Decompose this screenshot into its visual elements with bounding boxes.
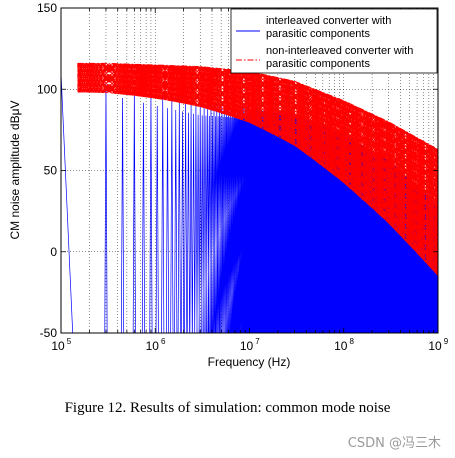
y-tick-label: 150 xyxy=(37,1,57,15)
legend-label-non-interleaved-line2: parasitic components xyxy=(266,58,370,70)
legend-box xyxy=(230,8,438,74)
y-tick-label: -50 xyxy=(40,326,58,340)
legend-label-interleaved-line1: interleaved converter with xyxy=(266,15,391,27)
legend-label-interleaved-line2: parasitic components xyxy=(266,28,370,40)
y-axis-label: CM noise amplitude dBμV xyxy=(8,101,22,240)
x-tick-label-exponent: 8 xyxy=(350,337,355,346)
x-tick-label-exponent: 5 xyxy=(67,337,72,346)
x-tick-label-exponent: 6 xyxy=(161,337,166,346)
series-layer xyxy=(61,62,438,333)
legend-label-non-interleaved-line1: non-interleaved converter with xyxy=(266,45,413,57)
y-tick-label: 0 xyxy=(50,245,57,259)
series-non-interleaved-envelope xyxy=(77,62,438,150)
x-tick-label: 10 xyxy=(146,339,160,353)
y-tick-label: 100 xyxy=(37,82,57,96)
legend: interleaved converter with parasitic com… xyxy=(230,8,438,74)
y-tick-label: 50 xyxy=(44,164,58,178)
figure-caption: Figure 12. Results of simulation: common… xyxy=(64,400,391,416)
x-tick-label: 10 xyxy=(428,339,442,353)
x-tick-label: 10 xyxy=(51,339,65,353)
x-tick-label-exponent: 9 xyxy=(444,337,449,346)
x-tick-label: 10 xyxy=(240,339,254,353)
x-axis-label: Frequency (Hz) xyxy=(208,355,291,369)
watermark: CSDN @冯三木 xyxy=(347,436,441,451)
x-tick-label-exponent: 7 xyxy=(255,337,260,346)
x-tick-label: 10 xyxy=(334,339,348,353)
